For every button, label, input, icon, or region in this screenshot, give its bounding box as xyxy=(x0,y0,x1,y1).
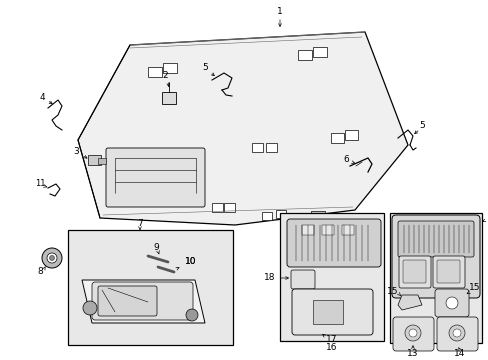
Circle shape xyxy=(408,329,416,337)
Circle shape xyxy=(83,301,97,315)
Circle shape xyxy=(114,170,130,186)
Bar xyxy=(262,212,271,220)
Bar xyxy=(330,133,343,143)
Bar xyxy=(224,203,235,212)
Bar xyxy=(280,213,383,341)
Text: 12: 12 xyxy=(486,213,488,222)
Bar xyxy=(345,130,357,140)
Circle shape xyxy=(452,329,460,337)
Circle shape xyxy=(42,248,62,268)
Circle shape xyxy=(445,297,457,309)
Polygon shape xyxy=(397,295,421,310)
Text: 9: 9 xyxy=(153,243,159,252)
Bar xyxy=(148,67,162,77)
Circle shape xyxy=(135,188,149,202)
Bar xyxy=(275,210,285,218)
Text: 7: 7 xyxy=(137,219,142,228)
Bar xyxy=(154,191,164,200)
Text: 5: 5 xyxy=(418,121,424,130)
FancyBboxPatch shape xyxy=(397,221,473,257)
Text: 8: 8 xyxy=(37,267,43,276)
Text: 6: 6 xyxy=(343,156,348,165)
Text: 2: 2 xyxy=(162,71,167,80)
FancyBboxPatch shape xyxy=(290,270,314,289)
FancyBboxPatch shape xyxy=(398,256,430,288)
Text: 3: 3 xyxy=(73,148,79,157)
FancyBboxPatch shape xyxy=(291,289,372,335)
Polygon shape xyxy=(82,280,204,323)
Circle shape xyxy=(47,253,57,263)
FancyBboxPatch shape xyxy=(391,215,479,298)
Circle shape xyxy=(448,325,464,341)
Bar xyxy=(302,225,313,235)
FancyBboxPatch shape xyxy=(392,317,433,351)
Text: 15: 15 xyxy=(386,288,397,297)
Text: 4: 4 xyxy=(39,93,45,102)
Bar xyxy=(341,225,353,235)
Text: 14: 14 xyxy=(453,348,465,357)
Bar xyxy=(312,300,342,324)
FancyBboxPatch shape xyxy=(432,256,464,288)
FancyBboxPatch shape xyxy=(98,286,157,316)
Bar xyxy=(251,143,263,152)
Text: 1: 1 xyxy=(277,8,282,17)
Text: 13: 13 xyxy=(407,348,418,357)
Polygon shape xyxy=(78,32,407,225)
FancyBboxPatch shape xyxy=(286,219,380,267)
Bar xyxy=(265,143,276,152)
FancyBboxPatch shape xyxy=(436,317,477,351)
FancyBboxPatch shape xyxy=(92,282,193,320)
Circle shape xyxy=(49,256,54,261)
FancyBboxPatch shape xyxy=(436,260,459,283)
Circle shape xyxy=(139,192,145,198)
Text: 18: 18 xyxy=(263,274,274,283)
Text: 11: 11 xyxy=(35,179,45,188)
Bar xyxy=(98,158,106,164)
Circle shape xyxy=(404,325,420,341)
Bar xyxy=(297,50,311,60)
Bar xyxy=(321,225,333,235)
Bar xyxy=(88,155,101,165)
Text: 5: 5 xyxy=(202,63,207,72)
Bar xyxy=(163,63,177,73)
Text: 16: 16 xyxy=(325,342,337,351)
Bar xyxy=(389,213,481,343)
Text: 17: 17 xyxy=(325,336,337,345)
Circle shape xyxy=(118,174,126,182)
FancyBboxPatch shape xyxy=(402,260,425,283)
Text: 10: 10 xyxy=(176,257,196,270)
Circle shape xyxy=(185,309,198,321)
Bar xyxy=(162,92,176,104)
Text: 15: 15 xyxy=(468,284,480,292)
FancyBboxPatch shape xyxy=(106,148,204,207)
Bar xyxy=(68,230,232,345)
Bar xyxy=(312,47,326,57)
Bar xyxy=(212,203,223,212)
Text: 10: 10 xyxy=(184,257,196,266)
FancyBboxPatch shape xyxy=(434,289,468,317)
